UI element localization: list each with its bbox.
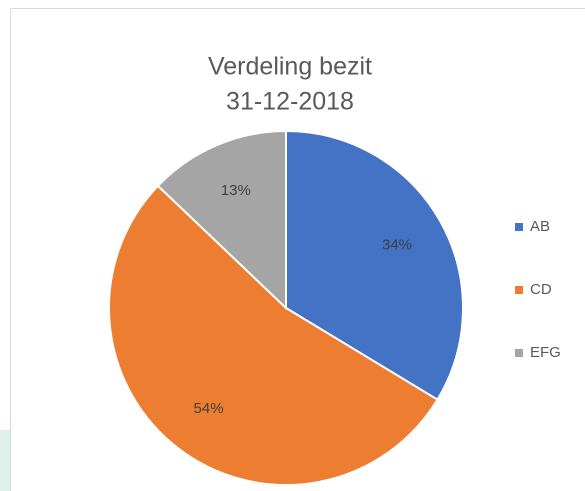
chart-subtitle: 31-12-2018 [226, 88, 354, 116]
legend-label: AB [530, 218, 550, 235]
legend: AB CD EFG [515, 218, 561, 361]
legend-swatch [515, 286, 523, 294]
legend-label: CD [530, 281, 552, 298]
pie-slice [108, 184, 439, 486]
data-label: 34% [382, 236, 412, 253]
legend-label: EFG [530, 344, 561, 361]
pie: 34% 54% 13% [108, 129, 464, 486]
data-label: 54% [194, 400, 224, 417]
pie-slice [285, 129, 464, 402]
chart-title: Verdeling bezit [208, 53, 372, 81]
pie-slice [156, 129, 287, 311]
legend-swatch [515, 223, 523, 231]
data-label: 13% [221, 182, 251, 199]
legend-swatch [515, 349, 523, 357]
